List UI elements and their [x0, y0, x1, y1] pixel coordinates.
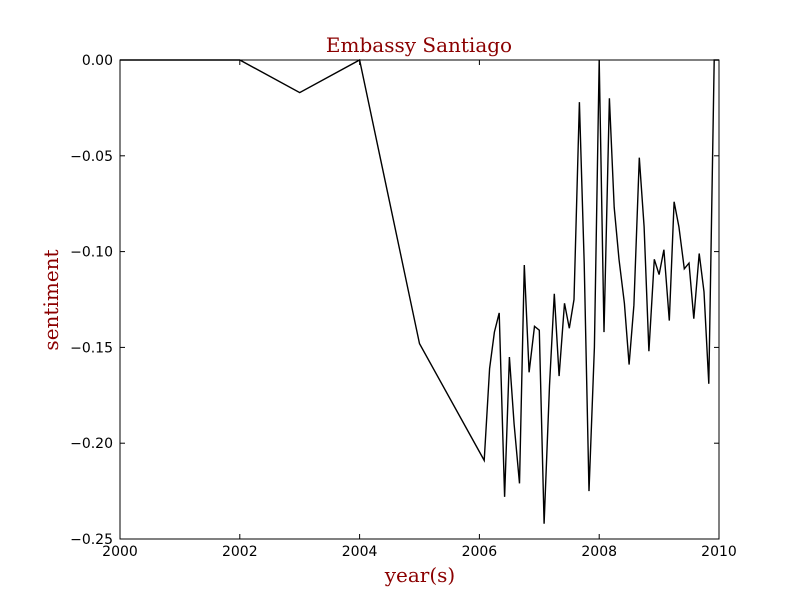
y-tick-label: −0.05: [70, 149, 113, 165]
y-tick-label: 0.00: [82, 53, 113, 69]
y-tick-label: −0.20: [70, 436, 113, 452]
plot-frame: [119, 59, 720, 540]
x-tick-label: 2008: [581, 544, 617, 560]
x-tick-label: 2010: [701, 544, 737, 560]
y-tick-label: −0.15: [70, 340, 113, 356]
x-tick-label: 2000: [102, 544, 138, 560]
x-tick-label: 2006: [462, 544, 498, 560]
y-tick-label: −0.25: [70, 532, 113, 548]
chart-title: Embassy Santiago: [326, 33, 512, 57]
x-axis-label: year(s): [384, 563, 456, 587]
tick-labels: 2000 2002 2004 2006 2008 2010 0.00 −0.05 −0.10 −0…: [70, 53, 737, 560]
x-tick-label: 2004: [342, 544, 378, 560]
axis-ticks: [119, 59, 720, 540]
y-tick-label: −0.10: [70, 245, 113, 261]
series-line: [120, 58, 719, 524]
y-axis-label: sentiment: [39, 249, 63, 350]
x-tick-label: 2002: [222, 544, 258, 560]
